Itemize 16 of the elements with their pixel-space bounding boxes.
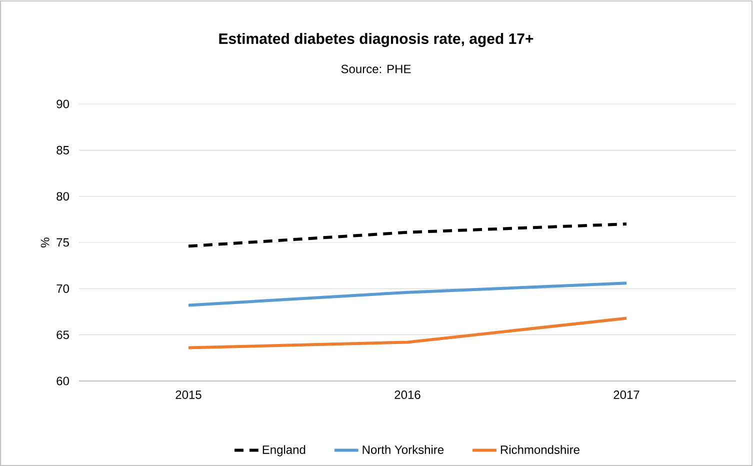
x-tick-label: 2015 [176, 390, 202, 400]
y-tick-label: 90 [56, 100, 70, 108]
y-tick-label: 80 [56, 192, 70, 201]
source-note: Source: PHE [341, 64, 411, 74]
x-tick-label: 2017 [614, 390, 640, 400]
y-tick-label: 85 [56, 146, 69, 154]
legend-label: England [262, 445, 306, 456]
y-tick-label: 65 [56, 330, 69, 340]
y-tick-label: 60 [56, 376, 70, 386]
legend-label: North Yorkshire [362, 445, 444, 454]
legend-label: Richmondshire [500, 445, 580, 454]
y-tick-label: 70 [56, 284, 70, 293]
y-tick-label: 75 [56, 238, 69, 247]
x-tick-label: 2016 [394, 390, 420, 400]
chart-title: Estimated diabetes diagnosis rate, aged 17+ [219, 32, 534, 48]
y-axis-title: % [40, 238, 50, 248]
